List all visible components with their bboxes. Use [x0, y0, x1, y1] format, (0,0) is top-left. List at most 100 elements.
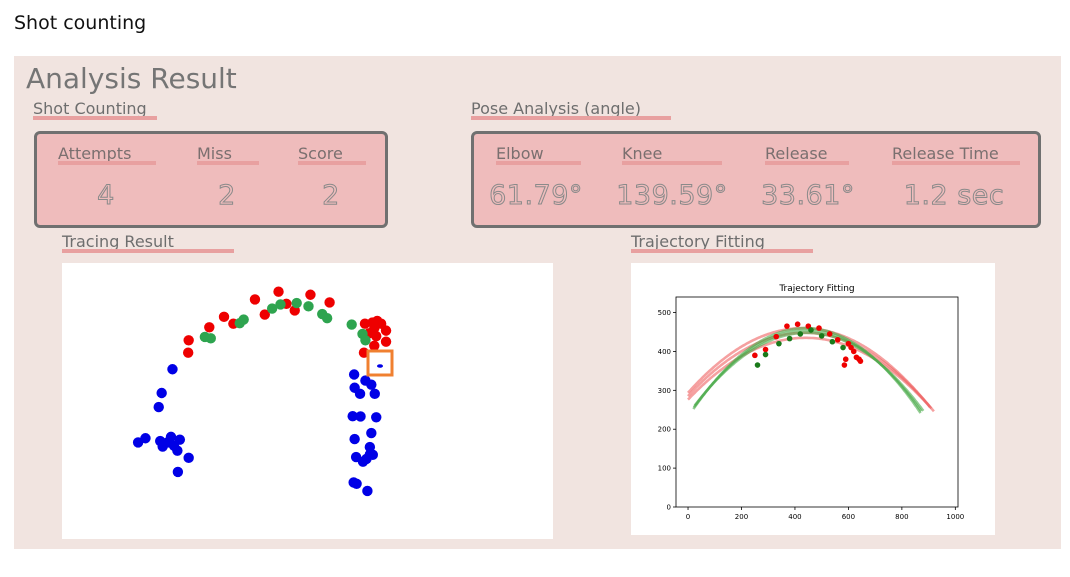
pose-analysis-title: Pose Analysis (angle): [471, 99, 642, 118]
trace-point-red: [249, 294, 261, 305]
tracing-scatter: [132, 286, 394, 497]
trace-point-blue: [140, 433, 151, 444]
trace-point-blue: [349, 433, 360, 445]
trace-point-blue: [172, 445, 183, 456]
trace-point-blue: [369, 388, 380, 400]
trace-point-blue: [366, 427, 377, 439]
data-point-series-0: [850, 348, 857, 355]
data-point-series-1: [776, 340, 782, 347]
trace-point-green: [205, 333, 216, 344]
data-point-series-1: [840, 344, 846, 351]
shot-counting-title: Shot Counting: [33, 99, 147, 118]
y-tick-label: 500: [658, 309, 671, 317]
y-tick-label: 200: [658, 426, 671, 434]
tracing-result-title: Tracing Result: [62, 232, 174, 251]
release-value: 33.61°: [761, 180, 855, 212]
y-tick-label: 300: [658, 387, 671, 395]
data-point-series-0: [841, 362, 848, 368]
release-underline: [765, 161, 849, 165]
trace-point-red: [273, 286, 284, 297]
data-point-series-0: [842, 356, 849, 363]
x-tick-label: 800: [895, 513, 908, 521]
trace-point-blue: [167, 364, 178, 375]
data-point-series-1: [754, 362, 761, 368]
y-tick-label: 0: [667, 504, 671, 512]
elbow-underline: [496, 161, 581, 165]
trace-point-red: [380, 336, 392, 347]
trace-point-blue: [366, 379, 377, 390]
data-point-series-0: [857, 358, 864, 364]
data-point-series-0: [752, 352, 758, 359]
data-point-series-0: [784, 323, 790, 329]
data-point-series-0: [762, 346, 769, 353]
x-tick-label: 0: [686, 513, 690, 521]
release-time-underline: [892, 161, 1020, 165]
trace-point-green: [275, 299, 286, 310]
chart-title: Trajectory Fitting: [778, 284, 854, 294]
trace-point-blue: [367, 449, 379, 461]
trace-point-blue: [347, 410, 358, 422]
shot-counting-underline: [33, 116, 157, 120]
x-tick-label: 400: [788, 513, 801, 521]
trace-point-blue: [362, 485, 373, 497]
attempts-label: Attempts: [58, 144, 132, 163]
miss-underline: [197, 161, 259, 165]
pose-analysis-box: Elbow 61.79° Knee 139.59° Release 33.61°…: [471, 131, 1041, 228]
trace-point-red: [369, 340, 380, 351]
data-point-series-1: [818, 333, 825, 339]
trace-point-blue: [162, 437, 173, 448]
tracing-result-underline: [62, 249, 234, 253]
trace-point-green: [360, 335, 371, 346]
trace-point-red: [182, 347, 194, 358]
trace-point-green: [291, 297, 302, 309]
data-point-series-1: [762, 351, 769, 358]
attempts-underline: [58, 161, 156, 165]
data-point-series-0: [816, 325, 822, 331]
trajectory-chart: Trajectory Fitting 0 200 400 600 800 1000 0 10…: [658, 284, 965, 521]
data-point-series-1: [797, 331, 804, 337]
data-point-series-0: [834, 336, 841, 343]
trace-point-red: [218, 311, 230, 323]
score-underline: [298, 161, 366, 165]
trace-point-blue: [355, 411, 366, 422]
trace-point-green: [321, 313, 333, 324]
trace-point-green: [266, 303, 278, 314]
x-tick-label: 1000: [946, 513, 964, 521]
trace-point-blue: [357, 456, 369, 467]
knee-underline: [622, 161, 722, 165]
trajectory-fitting-title: Trajectory Fitting: [631, 232, 765, 251]
release-label: Release: [765, 144, 828, 163]
trace-point-blue: [172, 466, 184, 478]
pose-analysis-underline: [471, 116, 671, 120]
page-heading: Shot counting: [14, 12, 147, 34]
shot-counting-box: Attempts 4 Miss 2 Score 2: [34, 131, 388, 228]
data-point-series-0: [773, 333, 780, 340]
trace-point-red: [259, 309, 270, 320]
x-tick-label: 600: [842, 513, 855, 521]
score-value: 2: [322, 180, 340, 212]
trace-point-red: [324, 297, 335, 308]
fit-curve-5: [692, 329, 923, 412]
ball-in-hoop: [377, 364, 383, 368]
knee-label: Knee: [622, 144, 663, 163]
score-label: Score: [298, 144, 343, 163]
trace-point-red: [305, 289, 316, 300]
y-tick-label: 400: [658, 348, 671, 356]
y-tick-label: 100: [658, 465, 671, 473]
panel-title: Analysis Result: [26, 62, 237, 95]
x-tick-label: 200: [735, 513, 748, 521]
trace-point-red: [183, 335, 194, 346]
data-point-series-0: [794, 321, 801, 328]
trace-point-red: [204, 322, 215, 333]
axes-frame: [675, 296, 959, 508]
trajectory-fitting-underline: [631, 249, 813, 253]
data-point-series-1: [808, 327, 814, 333]
attempts-value: 4: [97, 180, 115, 212]
trace-point-blue: [153, 401, 164, 413]
trace-point-blue: [354, 388, 366, 400]
trace-point-red: [380, 325, 392, 336]
trace-point-blue: [371, 412, 382, 423]
trace-point-green: [238, 314, 249, 325]
knee-value: 139.59°: [616, 180, 728, 212]
data-point-series-1: [829, 338, 836, 345]
